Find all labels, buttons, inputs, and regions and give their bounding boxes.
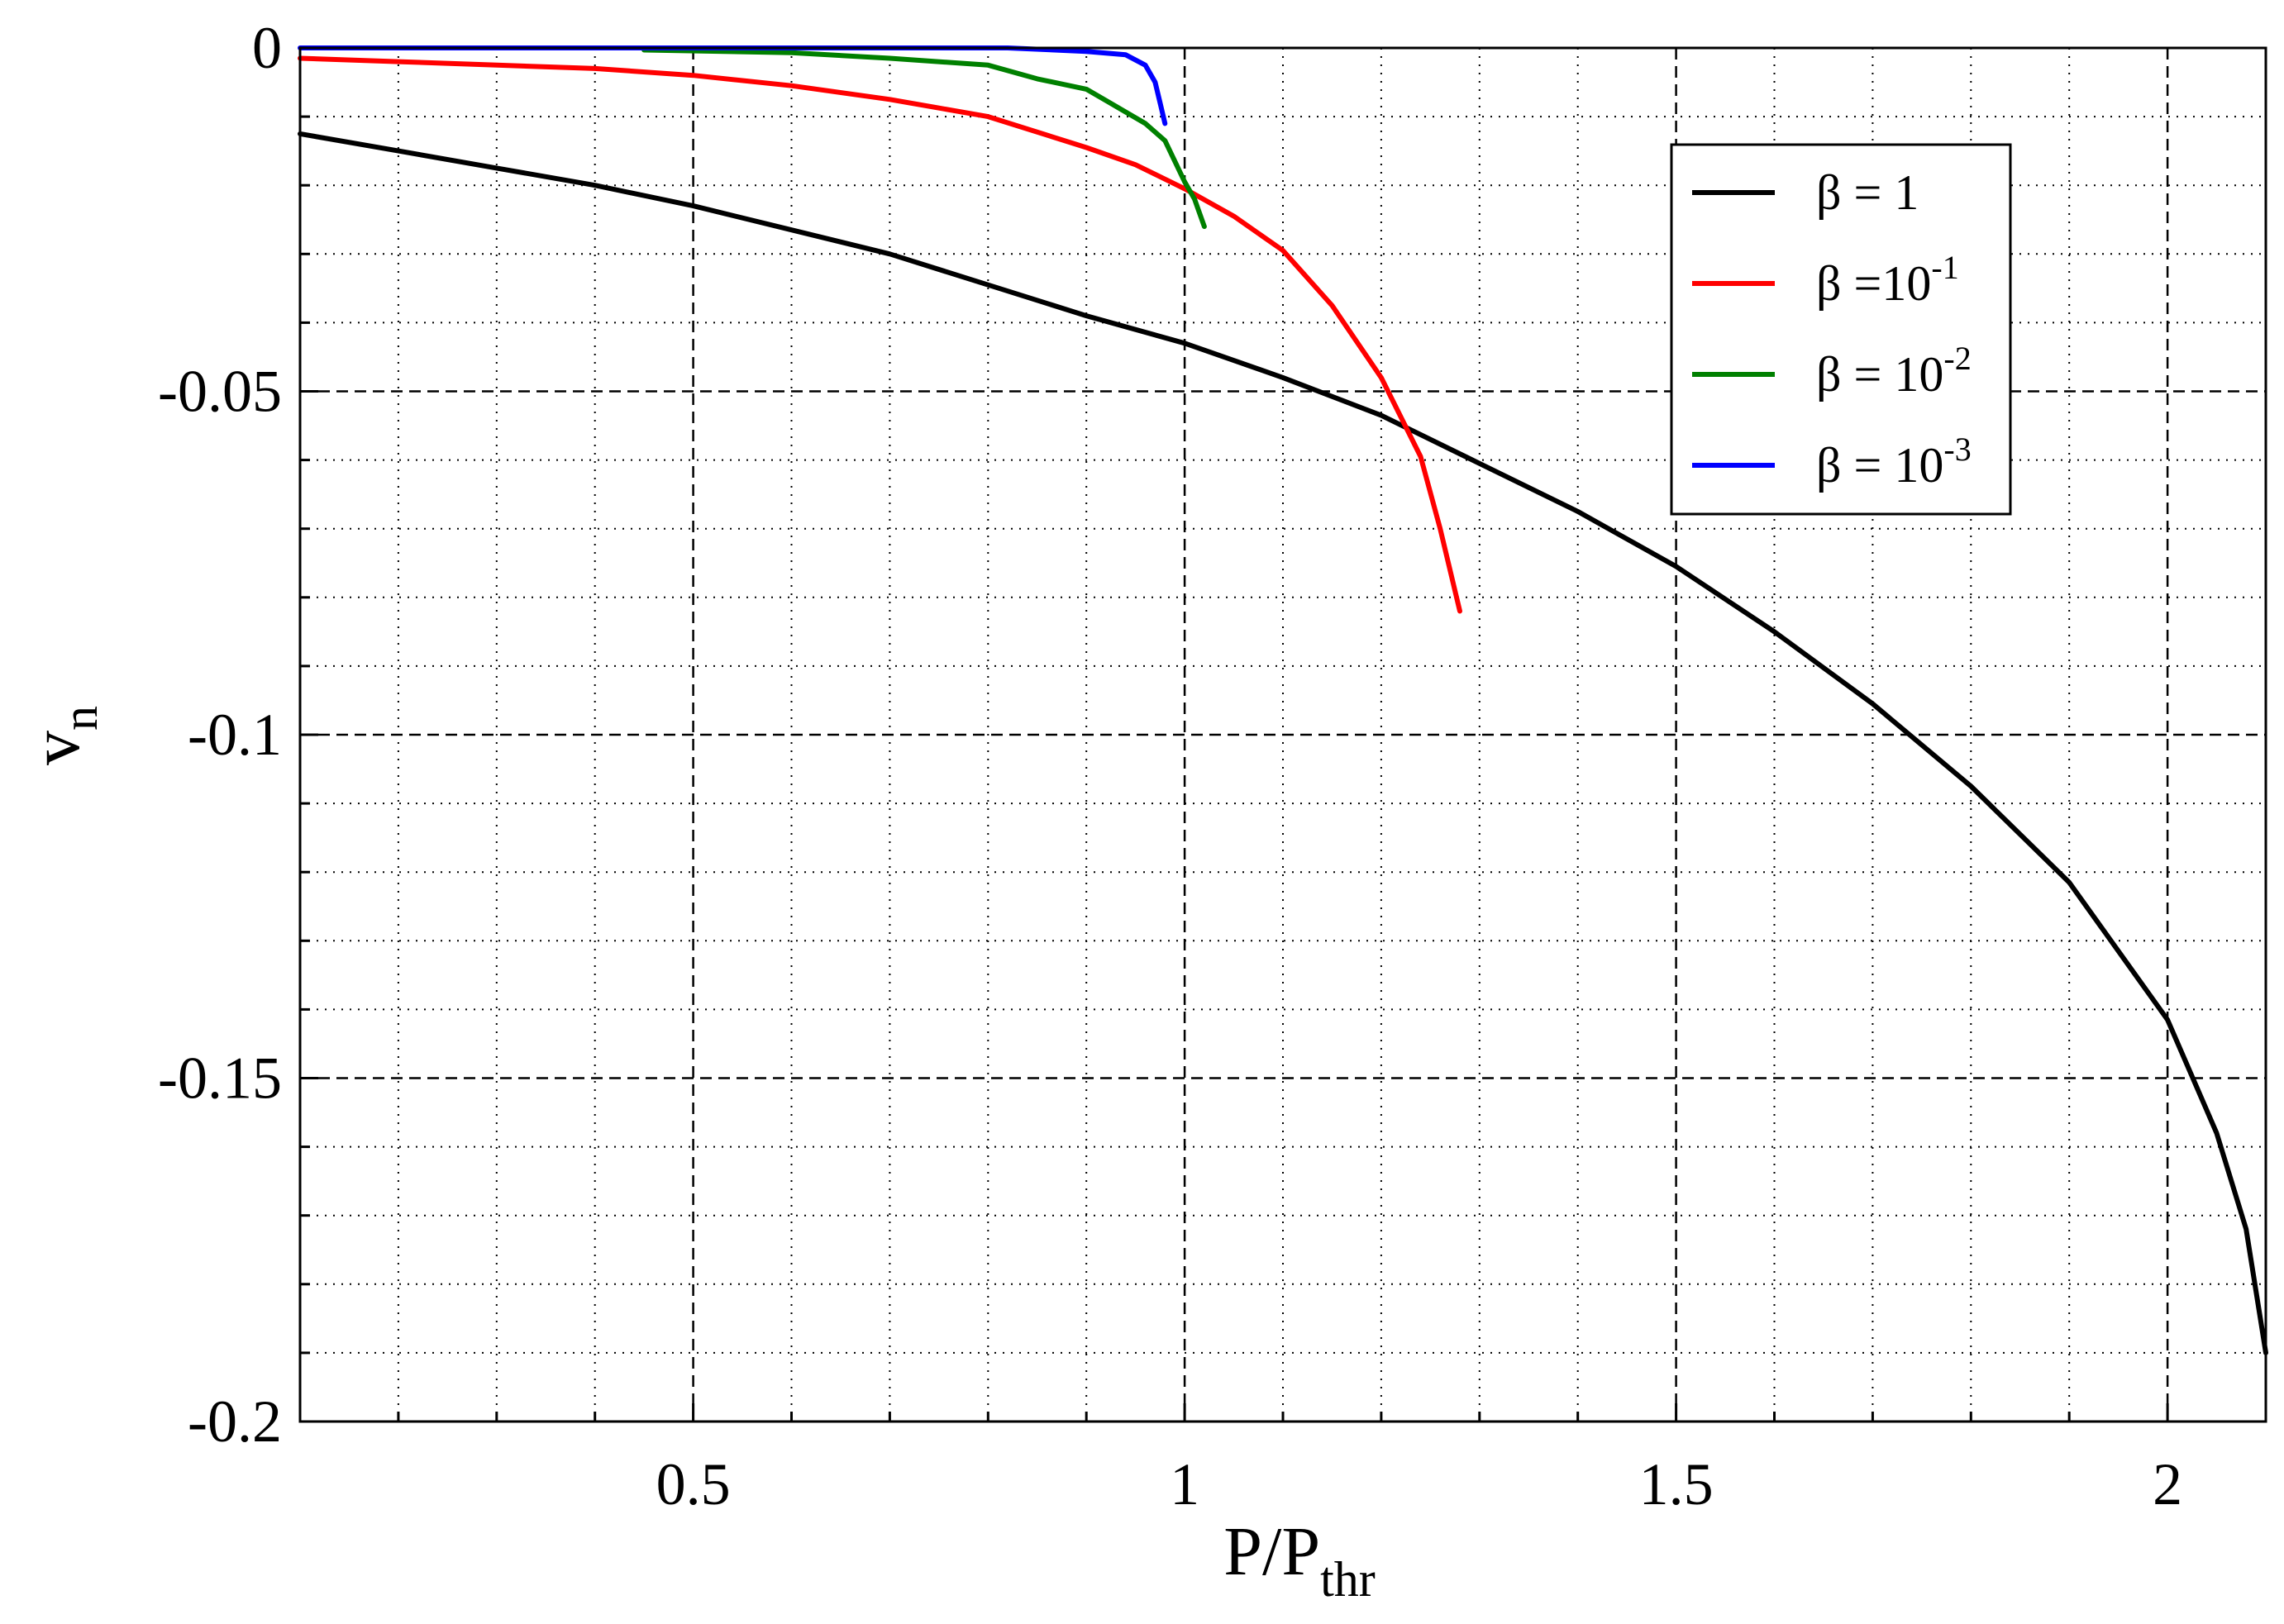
legend-label: β =10-1 xyxy=(1816,249,1959,311)
x-axis-title: P/Pthr xyxy=(1223,1513,1375,1607)
x-tick-label: 0.5 xyxy=(656,1451,731,1517)
tick-labels: 0.5 1 1.5 2 0 -0.05 -0.1 -0.15 -0.2 xyxy=(158,15,2182,1517)
x-tick-label: 2 xyxy=(2153,1451,2182,1517)
series-group xyxy=(298,45,2268,1355)
y-axis-title-group: vn xyxy=(17,706,107,765)
y-tick-label: -0.05 xyxy=(158,359,282,425)
x-tick-label: 1.5 xyxy=(1639,1451,1714,1517)
x-tick-label: 1 xyxy=(1170,1451,1199,1517)
series-line-1 xyxy=(298,131,2268,1355)
legend-label: β = 1 xyxy=(1816,165,1919,220)
y-tick-label: -0.1 xyxy=(188,702,282,768)
legend-label: β = 10-3 xyxy=(1816,431,1972,493)
series-line-3 xyxy=(641,47,1207,230)
y-tick-label: -0.2 xyxy=(188,1388,282,1455)
legend: β = 1 β =10-1 β = 10-2 β = 10-3 xyxy=(1670,143,2012,516)
y-axis-title: vn xyxy=(17,706,107,765)
legend-label: β = 10-2 xyxy=(1816,340,1972,402)
y-tick-label: -0.15 xyxy=(158,1045,282,1112)
series-line-2 xyxy=(298,55,1462,614)
y-tick-label: 0 xyxy=(252,15,282,81)
legend-box xyxy=(1670,143,2012,516)
plot-frame xyxy=(298,46,2267,1423)
